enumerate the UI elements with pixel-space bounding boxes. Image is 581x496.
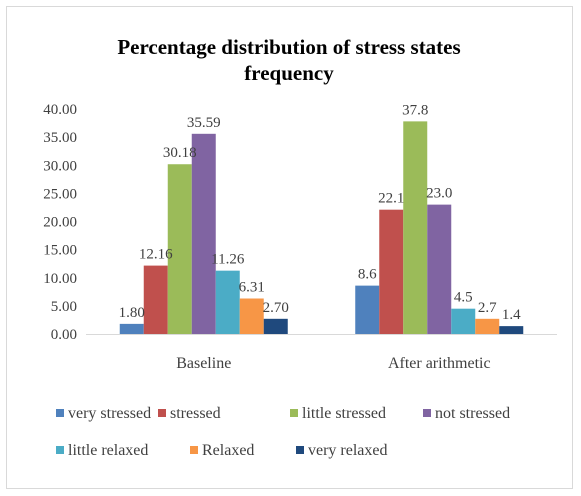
data-label: 23.0: [426, 186, 452, 202]
bar: [403, 121, 428, 334]
chart-frame: Percentage distribution of stress states…: [6, 6, 573, 489]
x-axis: Baseline After arithmetic: [86, 334, 557, 372]
legend-label: little stressed: [302, 405, 386, 422]
bar: [263, 318, 288, 334]
bar: [215, 270, 240, 334]
data-label: 2.70: [263, 300, 289, 316]
bar: [355, 285, 380, 334]
y-tick-label: 40.00: [43, 102, 77, 118]
x-category-label: Baseline: [176, 355, 231, 372]
bar: [167, 164, 192, 334]
legend-label: very stressed: [68, 405, 151, 422]
data-label: 1.4: [502, 307, 521, 323]
data-label: 6.31: [239, 280, 265, 296]
bar-series: [119, 121, 524, 334]
data-label: 11.26: [211, 252, 245, 268]
bar: [475, 318, 500, 334]
legend-swatch: [290, 409, 298, 417]
chart-title-line-1: Percentage distribution of stress states: [117, 35, 460, 59]
legend-label: not stressed: [435, 405, 510, 422]
bar-chart: Percentage distribution of stress states…: [43, 35, 557, 459]
y-axis: 0.00 5.00 10.00 15.00 20.00 25.00 30.00 35.00 40…: [43, 102, 77, 343]
data-label: 2.7: [478, 300, 497, 316]
legend-label: very relaxed: [308, 442, 388, 459]
bar: [191, 133, 216, 334]
data-label: 4.5: [454, 290, 473, 306]
legend-swatch: [56, 409, 64, 417]
bar: [499, 326, 524, 334]
data-label: 1.80: [119, 305, 145, 321]
legend-swatch: [190, 446, 198, 454]
legend-swatch: [56, 446, 64, 454]
data-label: 8.6: [358, 267, 377, 283]
data-label: 12.16: [139, 247, 173, 263]
legend-label: little relaxed: [68, 442, 148, 459]
data-label: 37.8: [402, 102, 428, 118]
data-labels: 1.80 12.16 30.18 35.59 11.26 6.31 2.70 8.6 22.1 3…: [119, 102, 522, 323]
legend-swatch: [296, 446, 304, 454]
legend-swatch: [423, 409, 431, 417]
bar: [119, 323, 144, 334]
y-tick-label: 5.00: [51, 299, 77, 315]
y-tick-label: 20.00: [43, 215, 77, 231]
legend: very stressed stressed little stressed not …: [56, 405, 510, 459]
bar: [427, 204, 452, 334]
legend-swatch: [158, 409, 166, 417]
bar: [379, 209, 404, 334]
data-label: 35.59: [187, 115, 221, 131]
data-label: 22.1: [378, 191, 404, 207]
data-label: 30.18: [163, 145, 197, 161]
legend-label: stressed: [170, 405, 221, 422]
y-tick-label: 25.00: [43, 186, 77, 202]
bar: [239, 298, 264, 334]
chart-title-line-2: frequency: [244, 61, 334, 85]
y-tick-label: 10.00: [43, 271, 77, 287]
y-tick-label: 30.00: [43, 158, 77, 174]
y-tick-label: 35.00: [43, 130, 77, 146]
bar: [451, 308, 476, 334]
legend-label: Relaxed: [202, 442, 254, 459]
x-category-label: After arithmetic: [388, 355, 491, 372]
y-tick-label: 15.00: [43, 243, 77, 259]
y-tick-label: 0.00: [51, 327, 77, 343]
bar: [143, 265, 168, 334]
